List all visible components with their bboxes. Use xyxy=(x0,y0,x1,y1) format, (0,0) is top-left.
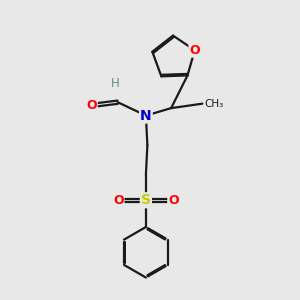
Text: N: N xyxy=(140,109,152,123)
Text: O: O xyxy=(189,44,200,57)
Text: S: S xyxy=(141,193,151,207)
Text: CH₃: CH₃ xyxy=(205,99,224,109)
Text: O: O xyxy=(113,194,124,207)
Text: O: O xyxy=(86,99,97,112)
Text: O: O xyxy=(168,194,179,207)
Text: H: H xyxy=(111,77,120,90)
